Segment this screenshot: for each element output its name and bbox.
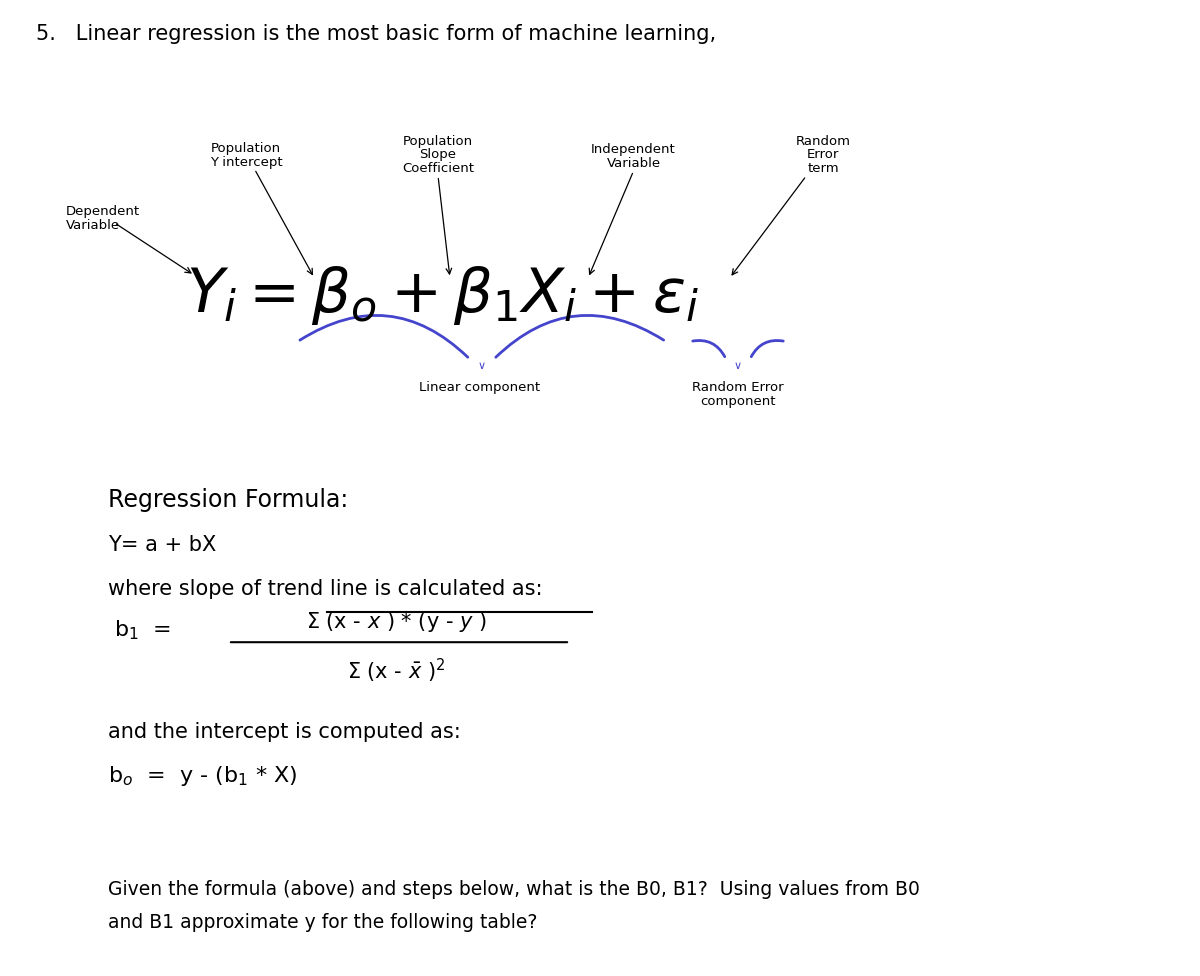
Text: $\Sigma$ (x - $\bar{x}$ ) * (y - $\bar{y}$ ): $\Sigma$ (x - $\bar{x}$ ) * (y - $\bar{y… xyxy=(306,611,486,635)
Text: Independent: Independent xyxy=(592,143,676,156)
Text: and the intercept is computed as:: and the intercept is computed as: xyxy=(108,722,461,742)
Text: Error: Error xyxy=(808,148,839,161)
Text: ∨: ∨ xyxy=(734,361,742,371)
Text: Regression Formula:: Regression Formula: xyxy=(108,488,348,512)
Text: b$_1$  =: b$_1$ = xyxy=(114,619,172,642)
Text: Variable: Variable xyxy=(606,157,661,170)
Text: term: term xyxy=(808,162,839,175)
Text: Dependent: Dependent xyxy=(66,205,140,218)
Text: Random: Random xyxy=(796,135,851,147)
Text: Linear component: Linear component xyxy=(420,381,540,393)
Text: Y intercept: Y intercept xyxy=(210,156,282,169)
Text: Slope: Slope xyxy=(420,148,456,161)
Text: b$_o$  =  y - (b$_1$ * X): b$_o$ = y - (b$_1$ * X) xyxy=(108,764,298,789)
Text: ∨: ∨ xyxy=(478,361,486,371)
Text: Variable: Variable xyxy=(66,219,120,231)
Text: 5.   Linear regression is the most basic form of machine learning,: 5. Linear regression is the most basic f… xyxy=(36,24,716,44)
Text: where slope of trend line is calculated as:: where slope of trend line is calculated … xyxy=(108,579,542,598)
Text: $\Sigma$ (x - $\bar{x}$ )$^2$: $\Sigma$ (x - $\bar{x}$ )$^2$ xyxy=(347,657,445,685)
Text: Given the formula (above) and steps below, what is the B0, B1?  Using values fro: Given the formula (above) and steps belo… xyxy=(108,880,920,899)
Text: Y= a + bX: Y= a + bX xyxy=(108,535,216,554)
Text: Random Error: Random Error xyxy=(692,381,784,393)
Text: Coefficient: Coefficient xyxy=(402,162,474,175)
Text: $Y_i = \beta_o + \beta_1 X_i + \varepsilon_i$: $Y_i = \beta_o + \beta_1 X_i + \varepsil… xyxy=(186,264,698,327)
Text: component: component xyxy=(701,395,775,408)
Text: and B1 approximate y for the following table?: and B1 approximate y for the following t… xyxy=(108,913,538,931)
Text: Population: Population xyxy=(403,135,473,147)
Text: Population: Population xyxy=(211,142,281,154)
